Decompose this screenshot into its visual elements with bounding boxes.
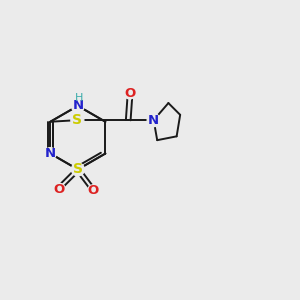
Circle shape: [71, 163, 84, 176]
Text: S: S: [72, 113, 82, 127]
Text: O: O: [54, 183, 65, 196]
Circle shape: [88, 185, 99, 197]
Circle shape: [124, 87, 136, 99]
Text: N: N: [72, 99, 83, 112]
Circle shape: [71, 114, 84, 127]
Text: H: H: [75, 93, 83, 103]
Circle shape: [53, 183, 65, 195]
Circle shape: [71, 99, 84, 112]
Circle shape: [147, 114, 160, 127]
Text: O: O: [124, 87, 135, 100]
Text: O: O: [88, 184, 99, 197]
Text: N: N: [45, 147, 56, 160]
Circle shape: [44, 148, 56, 159]
Text: S: S: [73, 162, 83, 176]
Text: N: N: [148, 114, 159, 127]
